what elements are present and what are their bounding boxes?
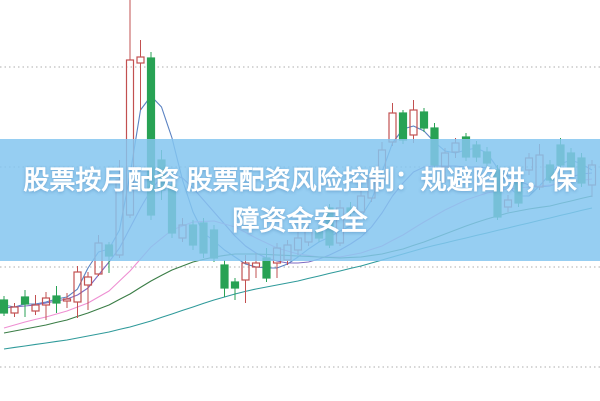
candlestick-chart [0, 0, 600, 368]
stock-chart-page: 股票按月配资 股票配资风险控制：规避陷阱，保 障资金安全 [0, 0, 600, 368]
